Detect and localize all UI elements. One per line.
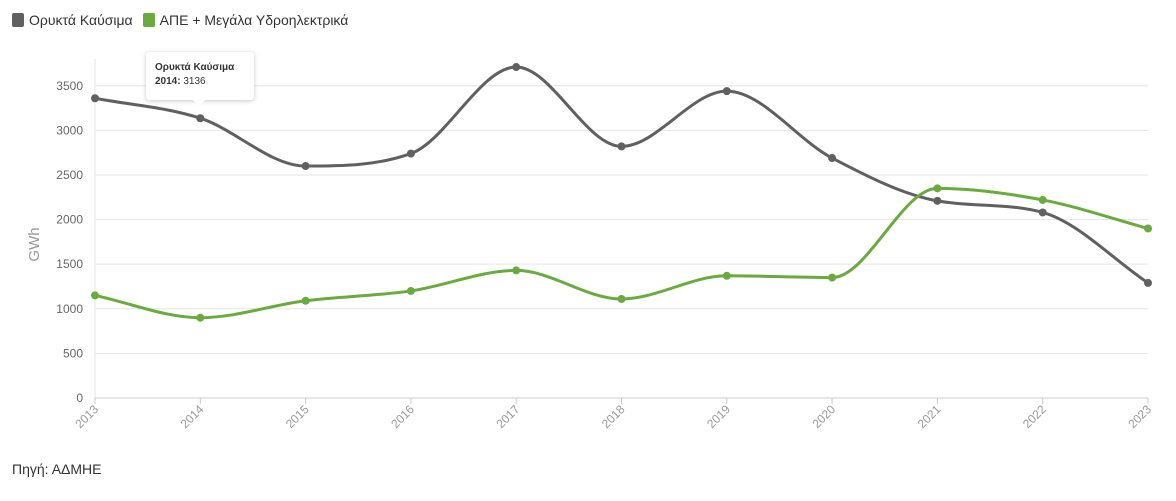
data-point-renewables-2020[interactable] (828, 273, 837, 282)
y-tick-label: 1000 (56, 302, 83, 316)
x-tick-label: 2023 (1125, 402, 1154, 431)
chart-tooltip: Ορυκτά Καύσιμα 2014: 3136 (146, 52, 254, 106)
legend-swatch-renewables (142, 13, 155, 27)
x-tick-label: 2014 (178, 402, 207, 431)
data-point-renewables-2017[interactable] (512, 266, 521, 275)
data-point-fossil-2020[interactable] (828, 154, 837, 163)
y-tick-label: 3500 (56, 79, 83, 93)
tooltip-value: 3136 (183, 76, 206, 87)
legend-item-fossil[interactable]: Ορυκτά Καύσιμα (12, 12, 133, 28)
x-tick-label: 2015 (283, 402, 312, 431)
x-tick-label: 2016 (388, 402, 417, 431)
data-point-renewables-2022[interactable] (1038, 195, 1047, 204)
tooltip-row: 2014: 3136 (155, 76, 206, 87)
data-point-renewables-2021[interactable] (933, 184, 942, 193)
legend-swatch-fossil (12, 13, 24, 27)
x-tick-label: 2019 (704, 402, 733, 431)
data-point-renewables-2014[interactable] (196, 313, 205, 322)
data-point-fossil-2016[interactable] (406, 149, 415, 158)
legend-item-renewables[interactable]: ΑΠΕ + Μεγάλα Υδροηλεκτρικά (142, 12, 349, 28)
data-point-fossil-2014[interactable] (196, 114, 205, 123)
y-tick-label: 2500 (56, 168, 83, 182)
data-point-renewables-2013[interactable] (91, 291, 99, 300)
data-point-fossil-2018[interactable] (617, 142, 626, 151)
data-point-fossil-2022[interactable] (1038, 208, 1047, 217)
series-lines (93, 65, 1150, 320)
data-point-fossil-2019[interactable] (722, 87, 731, 96)
data-point-renewables-2016[interactable] (406, 286, 415, 295)
y-tick-label: 0 (76, 391, 83, 405)
x-tick-label: 2017 (494, 402, 523, 431)
data-point-fossil-2013[interactable] (91, 94, 99, 103)
y-tick-label: 500 (63, 346, 83, 360)
x-tick-label: 2022 (1020, 402, 1049, 431)
x-tick-label: 2020 (809, 402, 838, 431)
y-tick-label: 1500 (56, 257, 83, 271)
x-tick-label: 2018 (599, 402, 628, 431)
data-point-renewables-2018[interactable] (617, 294, 626, 303)
legend-label-fossil: Ορυκτά Καύσιμα (29, 12, 133, 28)
y-axis-title: GWh (26, 227, 43, 261)
x-tick-label: 2013 (72, 402, 101, 431)
data-point-fossil-2021[interactable] (933, 196, 942, 205)
data-point-renewables-2015[interactable] (301, 296, 310, 305)
source-note: Πηγή: ΑΔΜΗΕ (12, 461, 102, 477)
tooltip-series-name: Ορυκτά Καύσιμα (155, 62, 235, 73)
series-points (91, 63, 1152, 322)
chart-legend: Ορυκτά Καύσιμα ΑΠΕ + Μεγάλα Υδροηλεκτρικ… (12, 12, 358, 28)
y-tick-label: 3000 (56, 123, 83, 137)
data-point-fossil-2023[interactable] (1144, 278, 1152, 287)
data-point-fossil-2017[interactable] (512, 63, 521, 72)
data-point-renewables-2023[interactable] (1144, 224, 1152, 233)
y-tick-label: 2000 (56, 213, 83, 227)
gridlines (95, 85, 1148, 354)
tooltip-year: 2014 (155, 76, 178, 87)
x-tick-label: 2021 (915, 402, 944, 431)
data-point-fossil-2015[interactable] (301, 162, 310, 171)
legend-label-renewables: ΑΠΕ + Μεγάλα Υδροηλεκτρικά (159, 12, 349, 28)
data-point-renewables-2019[interactable] (722, 271, 731, 280)
